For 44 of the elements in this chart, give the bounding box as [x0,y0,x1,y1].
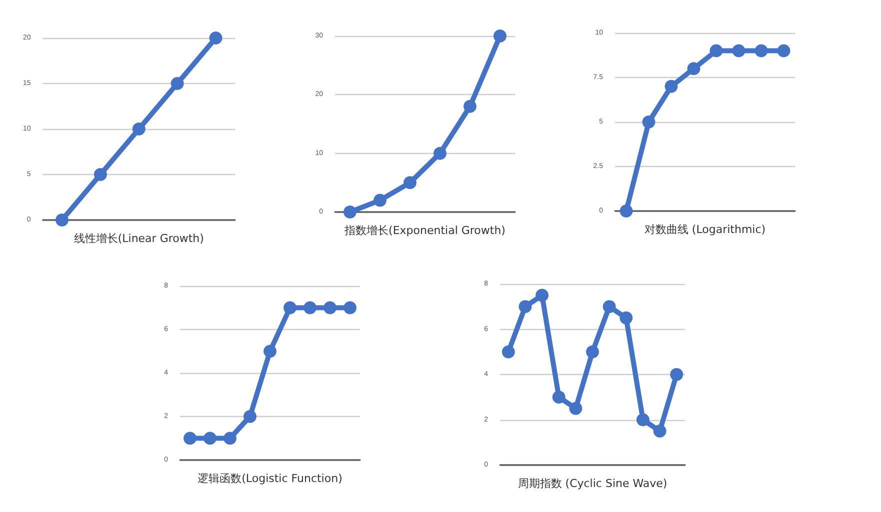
point [304,301,316,314]
point [518,300,532,314]
point [344,301,356,314]
point [754,44,768,58]
x-axis-title: 线性增长(Linear Growth) [74,232,204,245]
point [494,30,506,42]
point [502,345,515,358]
point [264,344,276,358]
point [620,204,633,218]
x-axis-title: 周期指数 (Cyclic Sine Wave) [518,476,668,490]
point [620,311,633,324]
x-axis-title: 指数增长(Exponential Growth) [344,224,506,237]
point [94,168,107,181]
point [653,424,666,438]
point [204,432,216,445]
point [536,288,549,302]
point [602,300,616,314]
point [569,402,582,415]
point [284,301,296,314]
point [777,44,790,58]
point [224,432,236,445]
point [586,345,599,358]
point [664,80,678,93]
point [642,116,656,128]
point [687,62,700,76]
point [374,194,386,207]
point [670,368,684,381]
point [170,77,184,90]
point [732,44,746,58]
point [636,413,650,426]
point [344,206,356,218]
point [324,301,336,314]
point [244,410,256,423]
point [184,432,196,445]
point [464,100,476,113]
x-axis-title: 对数曲线 (Logarithmic) [644,222,766,236]
point [132,122,146,136]
point [56,214,69,226]
x-axis-title: 逻辑函数(Logistic Function) [198,472,342,485]
point [710,44,723,58]
point [209,32,222,44]
point [434,146,446,160]
point [404,176,416,190]
point [552,390,566,404]
